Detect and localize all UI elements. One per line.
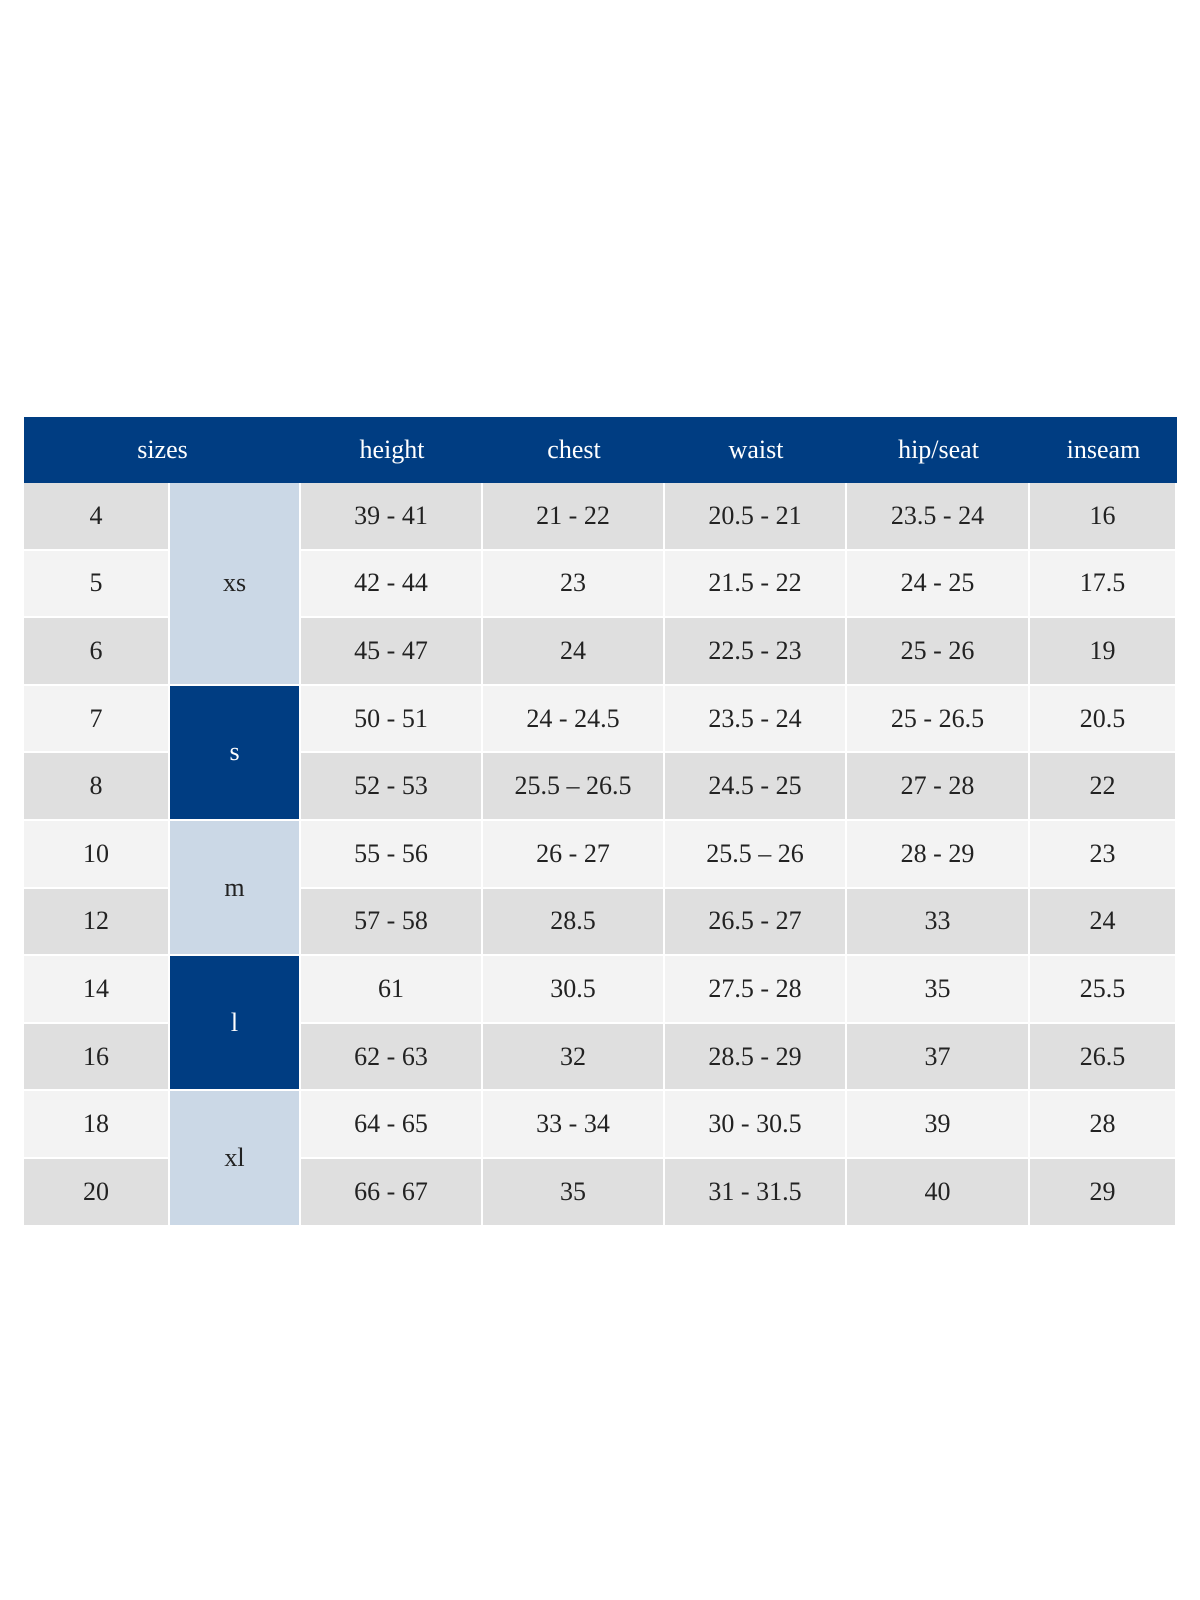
size-letter: xs [170,483,301,686]
measurement-cell: 45 - 47 [301,618,483,686]
measurement-cell: 30.5 [483,956,665,1024]
size-number: 10 [24,821,170,889]
measurement-cell: 27 - 28 [847,753,1030,821]
measurement-cell: 25 - 26.5 [847,685,1030,754]
measurement-cell: 64 - 65 [301,1091,483,1159]
measurement-cell: 23.5 - 24 [665,685,847,754]
measurement-cell: 25 - 26 [847,618,1030,686]
measurement-cell: 52 - 53 [301,753,483,821]
measurement-cell: 28.5 - 29 [665,1023,847,1092]
measurement-cell: 39 - 41 [301,483,483,551]
measurement-cell: 20.5 [1030,685,1177,754]
measurement-cell: 50 - 51 [301,685,483,754]
header-cell: hip/seat [847,417,1030,483]
measurement-cell: 37 [847,1023,1030,1092]
measurement-cell: 55 - 56 [301,821,483,889]
size-number: 20 [24,1159,170,1227]
measurement-cell: 39 [847,1091,1030,1159]
measurement-cell: 16 [1030,483,1177,551]
header-cell: inseam [1030,417,1177,483]
measurement-cell: 22 [1030,753,1177,821]
measurement-cell: 26 - 27 [483,821,665,889]
measurement-cell: 62 - 63 [301,1023,483,1092]
size-letter: m [170,821,301,957]
measurement-cell: 26.5 - 27 [665,888,847,957]
measurement-cell: 29 [1030,1159,1177,1227]
measurement-cell: 42 - 44 [301,550,483,619]
header-cell: sizes [24,417,301,483]
measurement-cell: 25.5 [1030,956,1177,1024]
measurement-cell: 20.5 - 21 [665,483,847,551]
measurement-cell: 31 - 31.5 [665,1159,847,1227]
measurement-cell: 66 - 67 [301,1159,483,1227]
measurement-cell: 61 [301,956,483,1024]
measurement-cell: 35 [847,956,1030,1024]
measurement-cell: 28.5 [483,888,665,957]
measurement-cell: 57 - 58 [301,888,483,957]
measurement-cell: 28 [1030,1091,1177,1159]
size-number: 4 [24,483,170,551]
size-number: 14 [24,956,170,1024]
measurement-cell: 24 [1030,888,1177,957]
measurement-cell: 23 [1030,821,1177,889]
measurement-cell: 30 - 30.5 [665,1091,847,1159]
size-letter: xl [170,1091,301,1227]
measurement-cell: 33 - 34 [483,1091,665,1159]
measurement-cell: 27.5 - 28 [665,956,847,1024]
size-number: 7 [24,685,170,754]
measurement-cell: 33 [847,888,1030,957]
measurement-cell: 23.5 - 24 [847,483,1030,551]
measurement-cell: 24 [483,618,665,686]
size-number: 16 [24,1023,170,1092]
header-cell: chest [483,417,665,483]
size-number: 8 [24,753,170,821]
size-number: 12 [24,888,170,957]
measurement-cell: 28 - 29 [847,821,1030,889]
measurement-cell: 21.5 - 22 [665,550,847,619]
measurement-cell: 19 [1030,618,1177,686]
measurement-cell: 22.5 - 23 [665,618,847,686]
measurement-cell: 21 - 22 [483,483,665,551]
measurement-cell: 17.5 [1030,550,1177,619]
measurement-cell: 23 [483,550,665,619]
measurement-cell: 25.5 – 26.5 [483,753,665,821]
measurement-cell: 35 [483,1159,665,1227]
size-number: 6 [24,618,170,686]
measurement-cell: 40 [847,1159,1030,1227]
header-cell: waist [665,417,847,483]
measurement-cell: 25.5 – 26 [665,821,847,889]
header-cell: height [301,417,483,483]
measurement-cell: 24 - 24.5 [483,685,665,754]
measurement-cell: 26.5 [1030,1023,1177,1092]
measurement-cell: 32 [483,1023,665,1092]
measurement-cell: 24.5 - 25 [665,753,847,821]
size-letter: s [170,685,301,821]
size-number: 5 [24,550,170,619]
size-letter: l [170,956,301,1092]
size-number: 18 [24,1091,170,1159]
measurement-cell: 24 - 25 [847,550,1030,619]
